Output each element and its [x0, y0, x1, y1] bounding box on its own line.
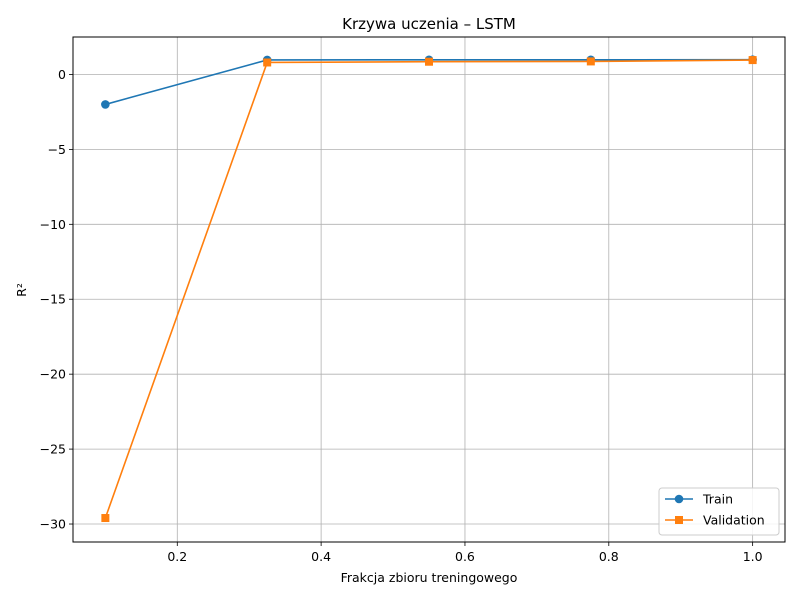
legend-label-train: Train: [702, 492, 733, 507]
y-axis-ticks: 0 −5 −10 −15 −20 −25 −30: [40, 67, 73, 532]
data-point-train: [101, 100, 110, 109]
plot-series: [101, 55, 757, 523]
y-tick-label: −5: [48, 142, 66, 157]
plot-frame: [72, 36, 786, 543]
x-axis-ticks: 0.2 0.4 0.6 0.8 1.0: [167, 542, 763, 564]
legend: Train Validation: [658, 487, 780, 536]
data-point-validation: [263, 58, 272, 67]
legend-marker-validation: [675, 516, 683, 524]
legend-label-validation: Validation: [703, 513, 765, 528]
series-validation: [101, 56, 757, 523]
y-tick-label: −25: [40, 442, 66, 457]
y-tick-label: −30: [40, 517, 66, 532]
chart-title: Krzywa uczenia – LSTM: [342, 15, 516, 33]
x-tick-label: 0.8: [599, 549, 619, 564]
x-tick-label: 0.2: [167, 549, 187, 564]
x-tick-label: 0.4: [311, 549, 331, 564]
legend-marker-train: [674, 494, 684, 504]
y-axis-title: R²: [14, 283, 29, 297]
grid: [73, 37, 785, 542]
y-tick-label: 0: [58, 67, 66, 82]
x-tick-label: 0.6: [455, 549, 475, 564]
x-tick-label: 1.0: [743, 549, 763, 564]
data-point-validation: [101, 514, 110, 523]
y-tick-label: −15: [40, 292, 66, 307]
y-tick-label: −20: [40, 367, 66, 382]
data-point-validation: [425, 57, 433, 66]
data-point-validation: [748, 56, 757, 65]
data-point-validation: [586, 57, 595, 66]
x-axis-title: Frakcja zbioru treningowego: [341, 570, 518, 585]
y-tick-label: −10: [40, 217, 66, 232]
